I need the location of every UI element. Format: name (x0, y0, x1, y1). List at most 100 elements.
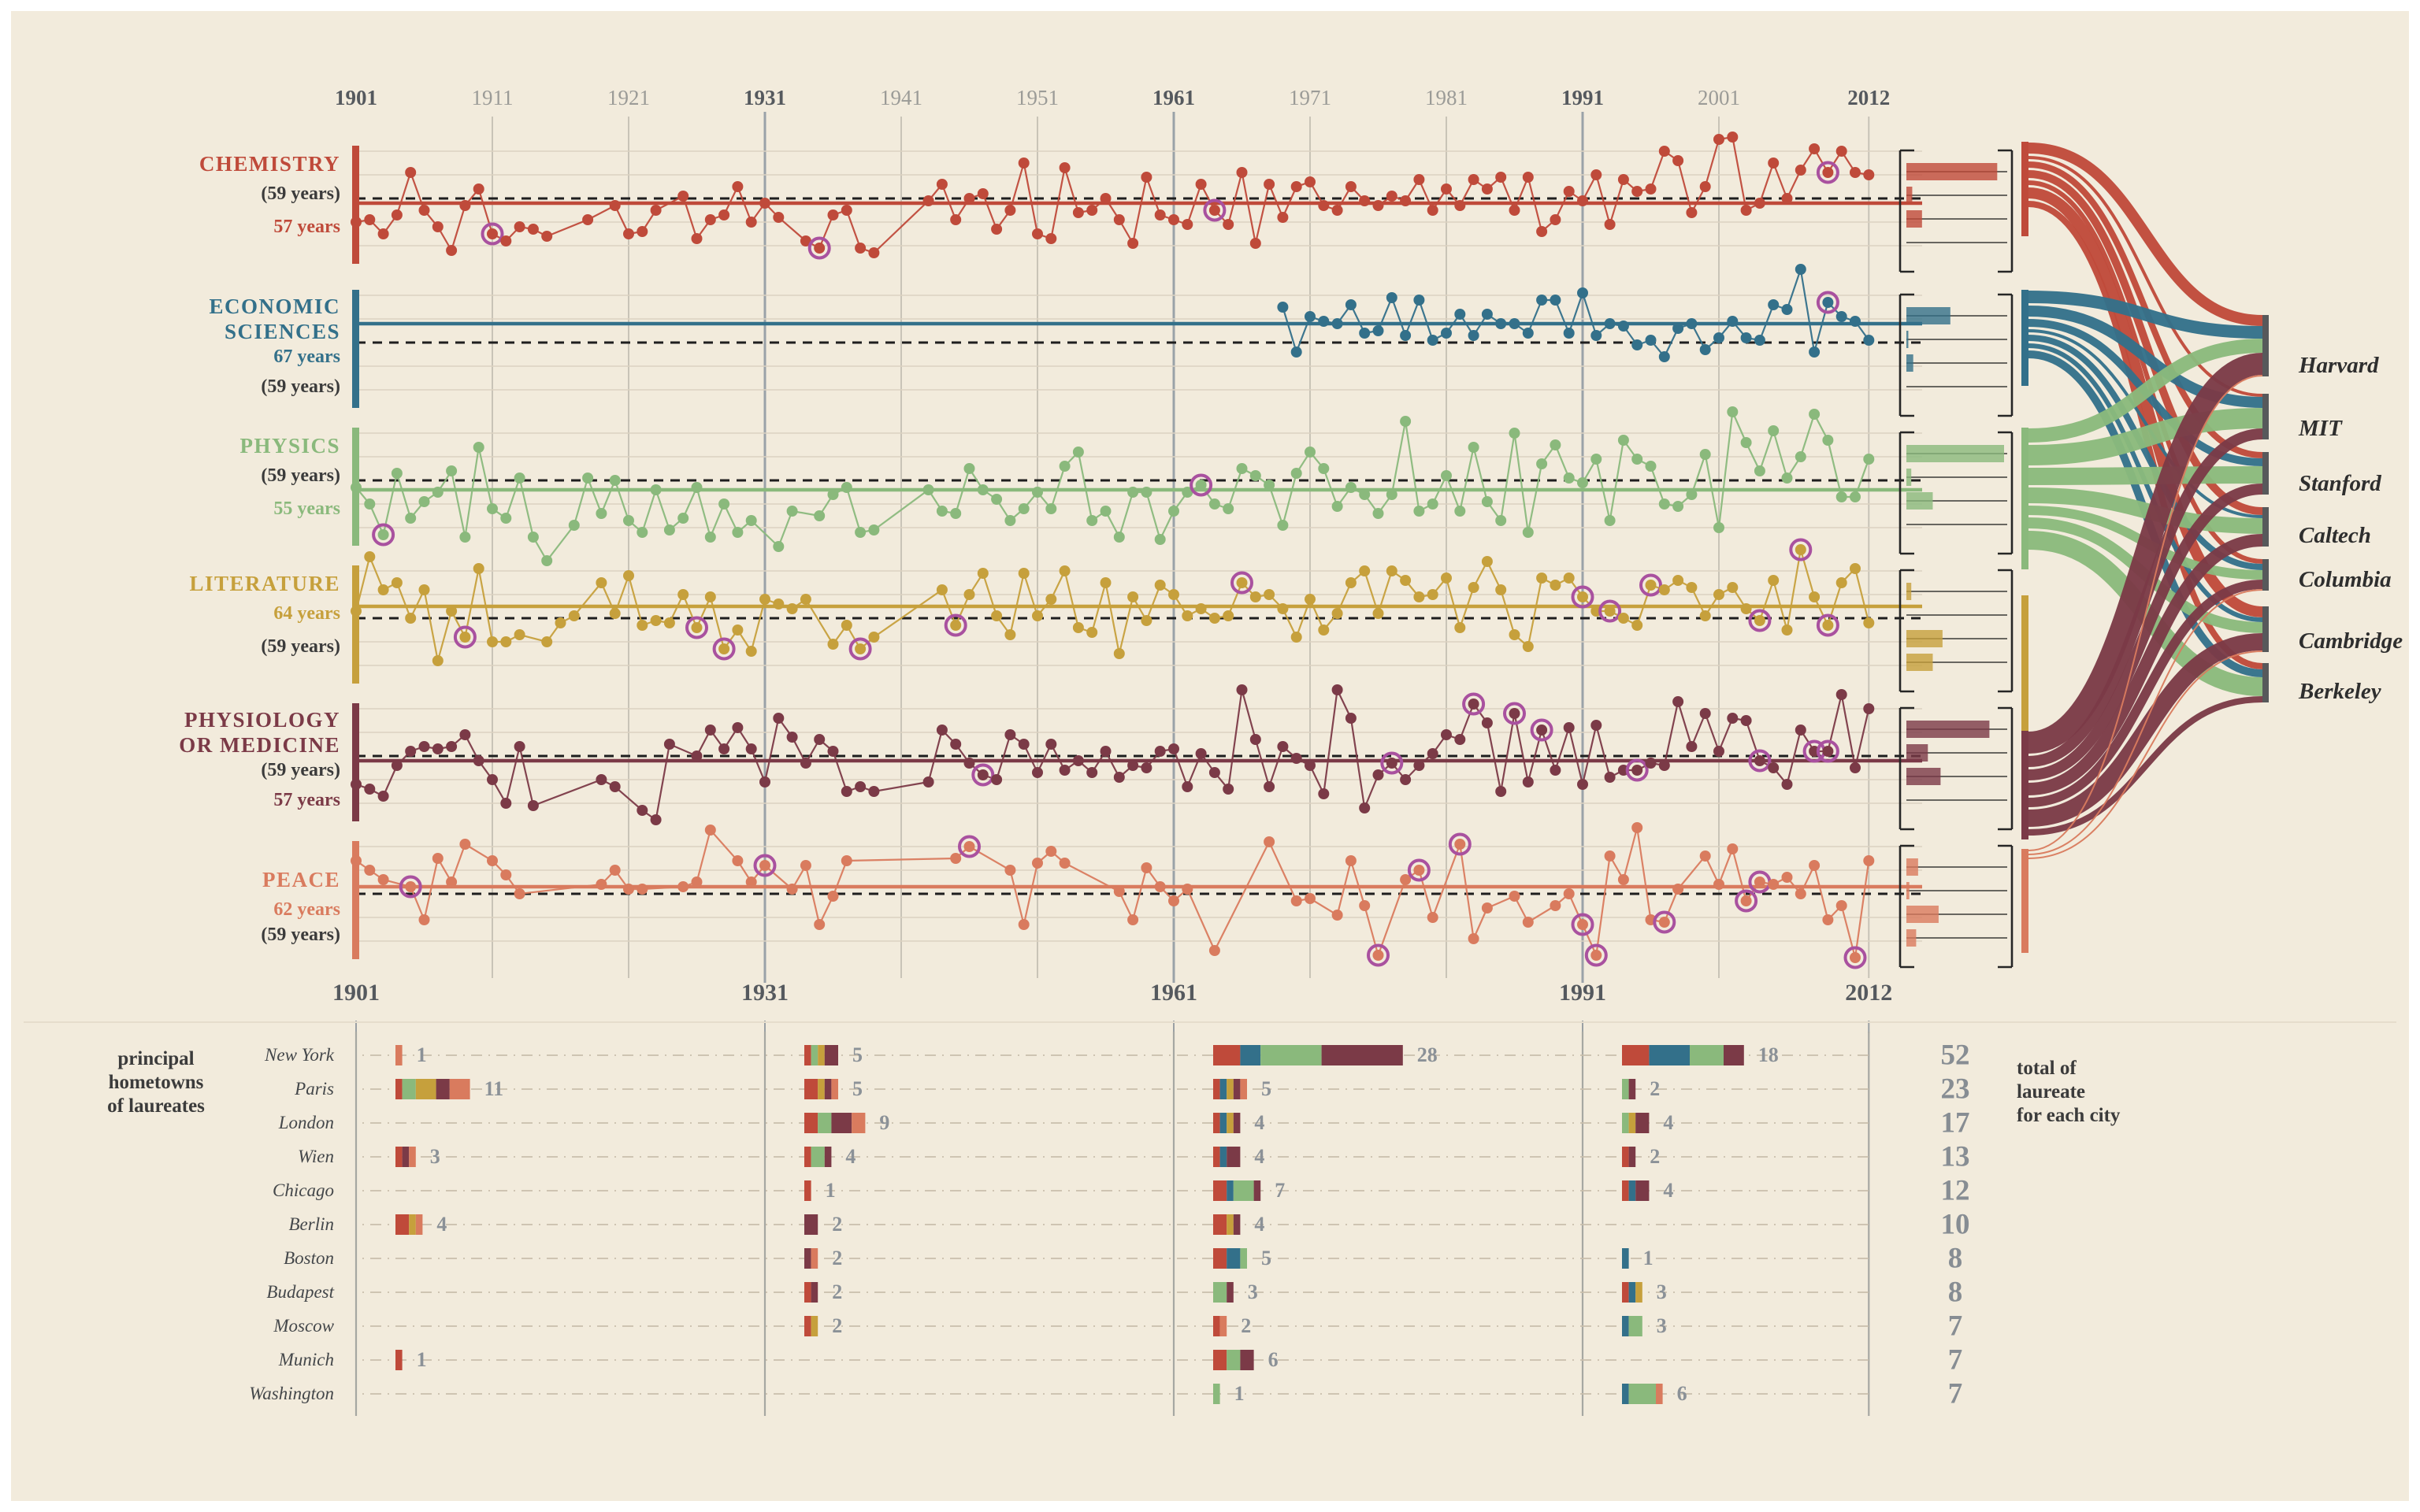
literature-female-laureate-ring-1909 (453, 625, 477, 649)
hometown-count-paris-p3: 2 (1650, 1077, 1661, 1100)
physics-laureate-dot-1961 (1168, 506, 1179, 517)
chemistry-laureate-dot-1932 (773, 212, 785, 223)
chemistry-laureate-dot-1906 (418, 205, 430, 216)
peace-laureate-dot-1935 (814, 919, 826, 930)
physics-laureate-dot-1923 (650, 484, 662, 495)
physics-laureate-dot-1978 (1400, 416, 1412, 427)
peace-female-laureate-ring-1905 (399, 875, 422, 899)
peace-laureate-dot-1919 (596, 879, 607, 890)
hometown-bar-segment-wien-economic-sciences (1219, 1147, 1227, 1167)
peace-laureate-dot-2000 (1699, 850, 1711, 862)
physiology-or-medicine-laureate-dot-1901 (351, 779, 362, 790)
hometown-bar-segment-boston-chemistry (1213, 1248, 1227, 1269)
physics-laureate-dot-1920 (609, 475, 621, 486)
physics-laureate-dot-1956 (1100, 506, 1112, 517)
hometown-count-wien-p1: 4 (845, 1145, 856, 1168)
chemistry-laureate-dot-1992 (1590, 169, 1602, 180)
economic-sciences-laureate-dot-1976 (1372, 325, 1384, 336)
physics-laureate-dot-1981 (1441, 470, 1452, 481)
hometown-bar-segment-chicago-economic-sciences (1227, 1180, 1234, 1201)
sankey-university-node-cambridge (2262, 606, 2269, 652)
physiology-or-medicine-laureate-dot-1905 (405, 746, 417, 757)
hometown-bar-segment-paris-chemistry (395, 1079, 403, 1099)
chemistry-laureate-dot-1955 (1086, 205, 1098, 216)
hometown-bar-segment-london-peace (852, 1113, 866, 1133)
physiology-or-medicine-laureate-dot-1937 (841, 786, 852, 797)
hometown-bar-segment-moscow-physics (1628, 1316, 1642, 1336)
literature-laureate-dot-1909 (459, 632, 471, 643)
peace-laureate-dot-1949 (1004, 865, 1016, 876)
economic-sciences-laureate-dot-1981 (1441, 328, 1452, 339)
physiology-or-medicine-laureate-dot-2000 (1699, 708, 1711, 719)
top-axis-year-1981: 1981 (1425, 86, 1468, 109)
hometown-bar-segment-wien-physiology-or-medicine (1227, 1147, 1241, 1167)
hometown-total-paris: 23 (1940, 1073, 1970, 1106)
literature-laureate-dot-1960 (1154, 580, 1166, 591)
hometown-total-chicago: 12 (1940, 1174, 1970, 1207)
chemistry-laureate-dot-1991 (1577, 195, 1588, 206)
hometown-count-new-york-p3: 18 (1757, 1043, 1779, 1066)
literature-laureate-dot-2007 (1795, 544, 1806, 555)
chemistry-laureate-dot-1950 (1018, 158, 1030, 169)
literature-laureate-dot-1998 (1672, 575, 1684, 586)
physiology-or-medicine-laureate-dot-1935 (814, 734, 826, 745)
peace-laureate-dot-1911 (487, 855, 498, 866)
hometown-bar-segment-london-literature (1628, 1113, 1636, 1133)
economic-sciences-label-line-2: 67 years (273, 346, 340, 367)
peace-laureate-dot-1903 (377, 874, 389, 885)
physics-laureate-dot-1945 (950, 508, 962, 519)
peace-female-laureate-ring-1997 (1653, 910, 1676, 934)
literature-laureate-dot-1917 (568, 610, 580, 621)
physics-laureate-dot-2008 (1809, 409, 1821, 420)
physiology-or-medicine-laureate-dot-2009 (1822, 746, 1834, 757)
chemistry-laureate-dot-1999 (1686, 207, 1698, 218)
physiology-or-medicine-laureate-dot-2003 (1740, 715, 1752, 726)
literature-laureate-dot-1929 (732, 624, 744, 636)
physics-laureate-dot-2001 (1713, 522, 1724, 533)
physiology-or-medicine-laureate-dot-1911 (487, 774, 498, 785)
physiology-or-medicine-laureate-dot-1979 (1413, 760, 1425, 771)
chemistry-laureate-dot-1989 (1550, 214, 1561, 225)
physiology-or-medicine-label-line-3: 57 years (273, 790, 340, 810)
physics-laureate-dot-1905 (405, 513, 417, 524)
physics-laureate-dot-1914 (527, 532, 539, 543)
hometowns-side-label-2: of laureates (107, 1095, 205, 1117)
physiology-or-medicine-female-laureate-ring-1988 (1530, 718, 1553, 742)
physiology-or-medicine-laureate-dot-1939 (868, 786, 880, 797)
chemistry-laureate-dot-1985 (1495, 172, 1507, 183)
hometown-total-london: 17 (1940, 1106, 1970, 1140)
chemistry-laureate-dot-1957 (1113, 214, 1125, 225)
hometown-bar-segment-paris-physics (402, 1079, 416, 1099)
literature-laureate-dot-1971 (1305, 594, 1316, 605)
physiology-or-medicine-laureate-dot-1964 (1208, 767, 1220, 778)
literature-label-line-0: LITERATURE (189, 572, 340, 595)
sankey-flow-peace-to-Columbia (2028, 589, 2263, 855)
peace-female-laureate-ring-1982 (1448, 832, 1472, 856)
chemistry-laureate-dot-1938 (855, 243, 867, 254)
hometown-bar-segment-wien-physics (811, 1147, 825, 1167)
literature-laureate-dot-1905 (405, 613, 417, 624)
hometown-bar-segment-paris-literature (415, 1079, 436, 1099)
peace-laureate-dot-1998 (1672, 884, 1684, 895)
physics-laureate-dot-1946 (963, 463, 975, 474)
hometown-bar-segment-chicago-economic-sciences (1628, 1180, 1636, 1201)
physiology-or-medicine-laureate-dot-1955 (1086, 767, 1098, 778)
hometown-bar-segment-new-york-chemistry (1213, 1045, 1241, 1065)
hometown-bar-segment-budapest-chemistry (804, 1282, 811, 1303)
hometown-bar-segment-washington-peace (1656, 1384, 1663, 1404)
physics-laureate-dot-1937 (841, 482, 852, 493)
literature-laureate-dot-1977 (1386, 565, 1397, 576)
peace-laureate-dot-1997 (1658, 917, 1670, 928)
sankey-university-node-berkeley (2262, 663, 2269, 702)
chemistry-laureate-dot-1948 (991, 224, 1003, 235)
peace-female-laureate-ring-1979 (1407, 858, 1431, 882)
literature-laureate-dot-1985 (1495, 584, 1507, 595)
literature-laureate-dot-1974 (1345, 577, 1357, 588)
economic-sciences-label-line-3: (59 years) (261, 376, 340, 397)
economic-sciences-laureate-dot-1971 (1305, 311, 1316, 322)
physiology-or-medicine-laureate-dot-1996 (1645, 758, 1657, 769)
economic-sciences-laureate-dot-1973 (1331, 318, 1343, 329)
literature-female-laureate-ring-1938 (848, 637, 872, 661)
hometown-bar-segment-boston-physics (1240, 1248, 1247, 1269)
physics-laureate-dot-1901 (351, 482, 362, 493)
